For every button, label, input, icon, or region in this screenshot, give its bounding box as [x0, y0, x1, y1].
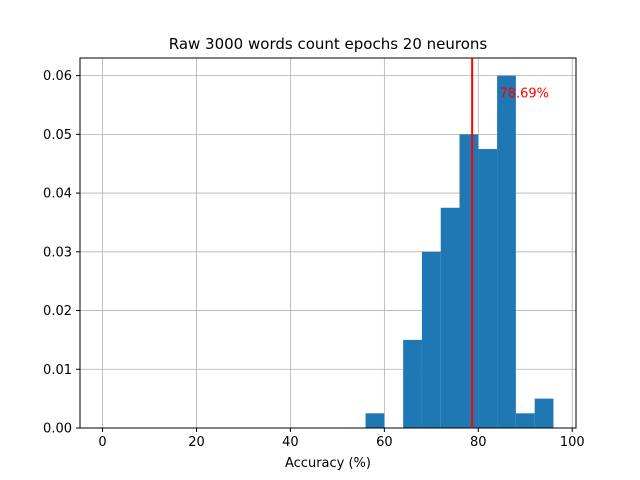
histogram-bar: [403, 339, 422, 428]
histogram-bar: [534, 398, 554, 428]
histogram-bar: [478, 149, 498, 429]
y-tick-label: 0.02: [43, 304, 72, 319]
histogram-bars: [365, 75, 554, 429]
x-tick-label: 0: [98, 435, 106, 450]
y-tick-label: 0.03: [43, 245, 72, 260]
x-tick-label: 80: [470, 435, 487, 450]
histogram-bar: [459, 134, 479, 428]
histogram-bar: [421, 251, 441, 428]
axis-ticks: 0 20 40 60 80 100 0.00 0.01 0.02 0.03 0.04 0.05 0.06: [43, 69, 585, 450]
y-tick-label: 0.04: [43, 187, 72, 202]
histogram-bar: [497, 75, 516, 428]
mean-accuracy-label: 78.69%: [499, 87, 549, 102]
y-tick-label: 0.00: [43, 422, 72, 437]
plot-frame: [79, 57, 577, 429]
histogram-bar: [440, 207, 460, 428]
x-tick-label: 100: [560, 435, 585, 450]
x-tick-label: 60: [376, 435, 393, 450]
histogram-bar: [515, 413, 535, 428]
y-tick-label: 0.06: [43, 69, 72, 84]
x-tick-label: 40: [282, 435, 299, 450]
histogram-bar: [365, 413, 385, 428]
chart-title: Raw 3000 words count epochs 20 neurons: [169, 35, 488, 53]
y-tick-label: 0.05: [43, 128, 72, 143]
x-tick-label: 20: [188, 435, 205, 450]
y-tick-label: 0.01: [43, 363, 72, 378]
x-axis-label: Accuracy (%): [285, 456, 371, 471]
